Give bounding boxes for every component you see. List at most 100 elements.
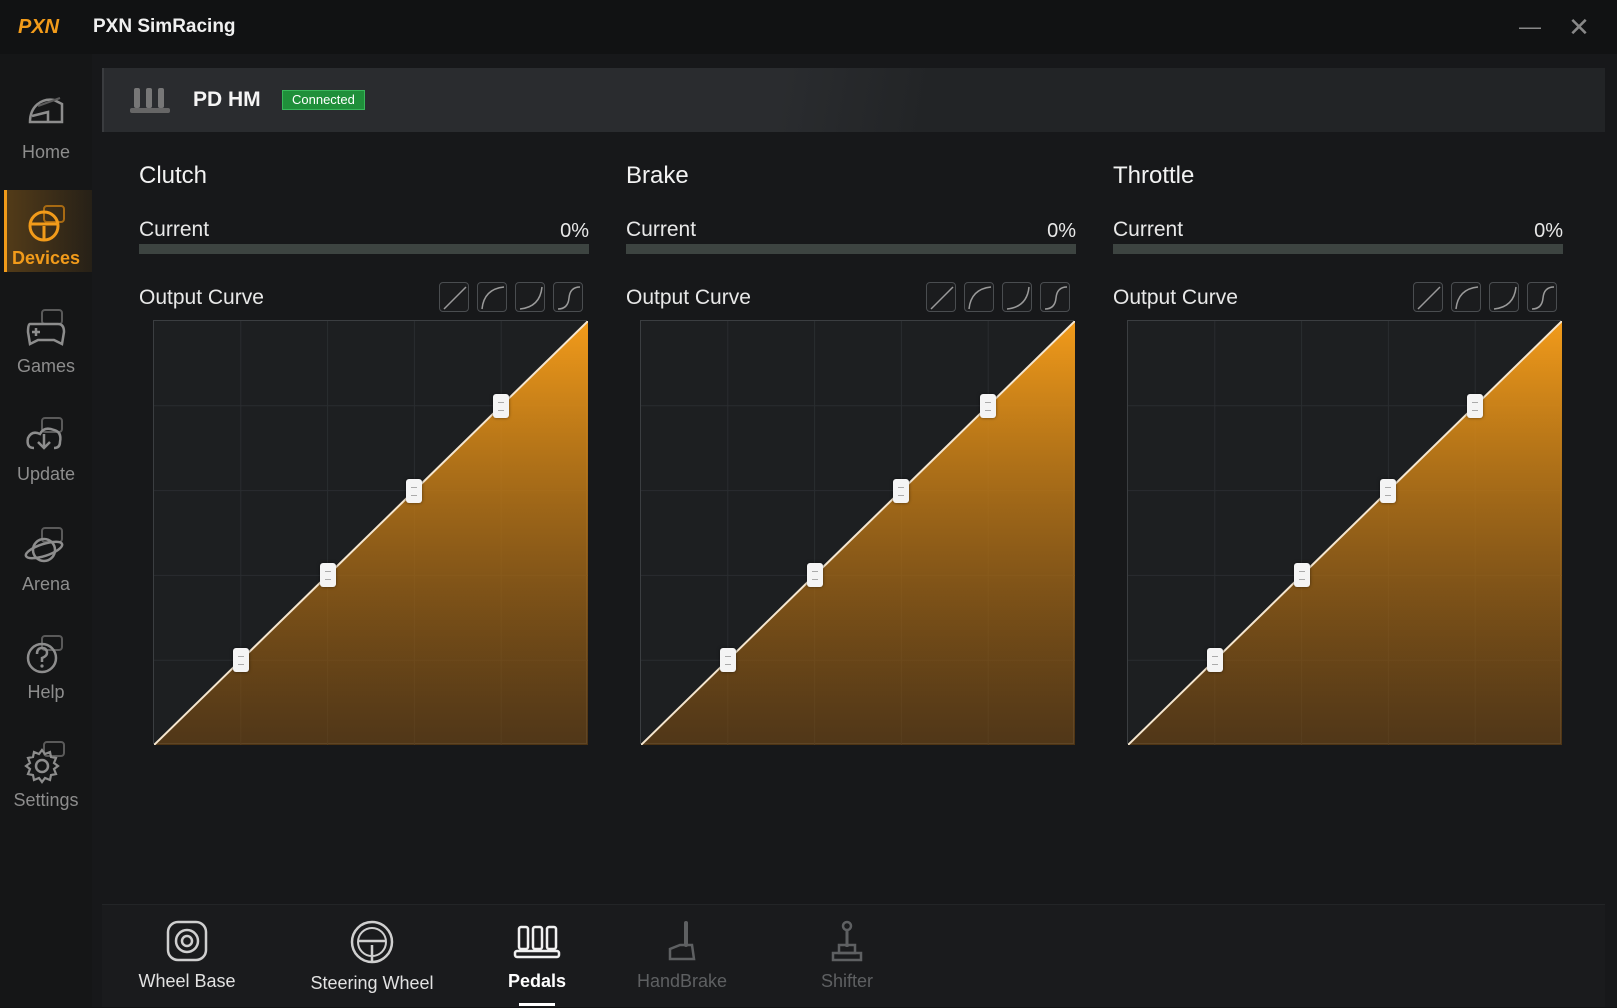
active-tab-indicator: [519, 1003, 555, 1006]
device-name: PD HM: [193, 88, 261, 111]
pxn-logo: PXN: [18, 16, 60, 38]
sidebar-item-label: Arena: [21, 574, 71, 594]
linear-curve-icon: [443, 286, 467, 310]
curve-handle[interactable]: [406, 478, 423, 503]
curve-line: [1128, 321, 1562, 745]
sidebar-item-games[interactable]: Games: [0, 306, 92, 398]
planet-icon: [24, 527, 64, 563]
linear-curve-preset-button[interactable]: [926, 282, 956, 312]
pedal-panel-clutch: Clutch Current 0% Output Curve: [139, 154, 589, 774]
pedal-panel-brake: Brake Current 0% Output Curve: [626, 154, 1076, 774]
sidebar-item-devices[interactable]: Devices: [0, 190, 92, 282]
sidebar-item-arena[interactable]: Arena: [0, 524, 92, 616]
s-curve-preset-button[interactable]: [1040, 282, 1070, 312]
help-icon: [26, 635, 63, 674]
minimize-button[interactable]: —: [1519, 14, 1541, 39]
sidebar-item-update[interactable]: Update: [0, 414, 92, 506]
curve-handle[interactable]: [1380, 478, 1397, 503]
linear-curve-preset-button[interactable]: [1413, 282, 1443, 312]
sidebar-item-label: Help: [27, 682, 65, 702]
active-indicator: [4, 190, 92, 272]
current-label: Current: [1113, 218, 1184, 241]
concave-curve-icon: [968, 286, 992, 310]
curve-handle[interactable]: [893, 478, 910, 503]
tab-label: Wheel Base: [138, 971, 236, 991]
sidebar-item-help[interactable]: Help: [0, 632, 92, 724]
concave-curve-icon: [481, 286, 505, 310]
current-value: 0%: [1047, 220, 1076, 242]
output-curve-label: Output Curve: [626, 286, 751, 309]
curve-handle[interactable]: [980, 393, 997, 418]
sidebar-item-label: Games: [16, 356, 76, 376]
panel-title: Throttle: [1113, 162, 1195, 189]
helmet-icon: [28, 97, 64, 124]
sidebar-item-settings[interactable]: Settings: [0, 740, 92, 832]
concave-curve-preset-button[interactable]: [477, 282, 507, 312]
output-curve-chart: [1128, 321, 1562, 745]
app-title: PXN SimRacing: [93, 16, 236, 37]
curve-presets: [1413, 282, 1557, 312]
tab-label: Shifter: [820, 971, 874, 991]
tab-pedals[interactable]: Pedals: [497, 905, 577, 1008]
concave-curve-preset-button[interactable]: [964, 282, 994, 312]
curve-handle[interactable]: [1293, 563, 1310, 588]
status-badge: Connected: [282, 90, 365, 110]
current-bar: [139, 244, 589, 254]
shifter-icon: [831, 920, 863, 962]
wheel-base-icon: [166, 920, 208, 962]
curve-editor[interactable]: [1127, 320, 1562, 745]
download-icon: [26, 417, 63, 450]
sidebar: Home Devices Games Update Arena: [0, 54, 92, 1007]
panel-title: Brake: [626, 162, 689, 189]
pedals-device-icon: [130, 88, 170, 113]
sidebar-item-label: Settings: [13, 790, 79, 810]
pedals-icon: [513, 925, 561, 959]
curve-handle[interactable]: [232, 648, 249, 673]
convex-curve-preset-button[interactable]: [515, 282, 545, 312]
convex-curve-icon: [1006, 286, 1030, 310]
device-tab-bar: Wheel Base Steering Wheel Pedals: [102, 904, 1605, 1007]
current-label: Current: [139, 218, 210, 241]
linear-curve-icon: [930, 286, 954, 310]
convex-curve-preset-button[interactable]: [1489, 282, 1519, 312]
concave-curve-icon: [1455, 286, 1479, 310]
s-curve-icon: [557, 286, 581, 310]
curve-handle[interactable]: [719, 648, 736, 673]
curve-handle[interactable]: [319, 563, 336, 588]
linear-curve-icon: [1417, 286, 1441, 310]
curve-editor[interactable]: [640, 320, 1075, 745]
tab-wheel-base[interactable]: Wheel Base: [132, 905, 242, 1008]
sidebar-item-label: Devices: [11, 248, 81, 268]
s-curve-preset-button[interactable]: [553, 282, 583, 312]
curve-presets: [926, 282, 1070, 312]
curve-editor[interactable]: [153, 320, 588, 745]
curve-handle[interactable]: [806, 563, 823, 588]
output-curve-label: Output Curve: [1113, 286, 1238, 309]
tab-label: HandBrake: [636, 971, 728, 991]
gear-icon: [24, 741, 65, 784]
current-value: 0%: [1534, 220, 1563, 242]
close-button[interactable]: ✕: [1568, 12, 1590, 42]
s-curve-icon: [1044, 286, 1068, 310]
convex-curve-preset-button[interactable]: [1002, 282, 1032, 312]
curve-handle[interactable]: [493, 393, 510, 418]
s-curve-preset-button[interactable]: [1527, 282, 1557, 312]
handbrake-icon: [668, 921, 696, 961]
sidebar-item-home[interactable]: Home: [0, 92, 92, 184]
current-bar: [626, 244, 1076, 254]
curve-handle[interactable]: [1467, 393, 1484, 418]
tab-shifter[interactable]: Shifter: [802, 905, 892, 1008]
tab-handbrake[interactable]: HandBrake: [627, 905, 737, 1008]
steering-wheel-icon: [350, 920, 394, 964]
curve-handle[interactable]: [1206, 648, 1223, 673]
pedal-panel-throttle: Throttle Current 0% Output Curve: [1113, 154, 1563, 774]
convex-curve-icon: [1493, 286, 1517, 310]
curve-line: [641, 321, 1075, 745]
current-label: Current: [626, 218, 697, 241]
tab-label: Pedals: [507, 971, 567, 991]
concave-curve-preset-button[interactable]: [1451, 282, 1481, 312]
main-content: PD HM Connected Clutch Current 0% Output…: [92, 54, 1617, 1007]
linear-curve-preset-button[interactable]: [439, 282, 469, 312]
tab-steering-wheel[interactable]: Steering Wheel: [307, 905, 437, 1008]
panel-title: Clutch: [139, 162, 208, 189]
